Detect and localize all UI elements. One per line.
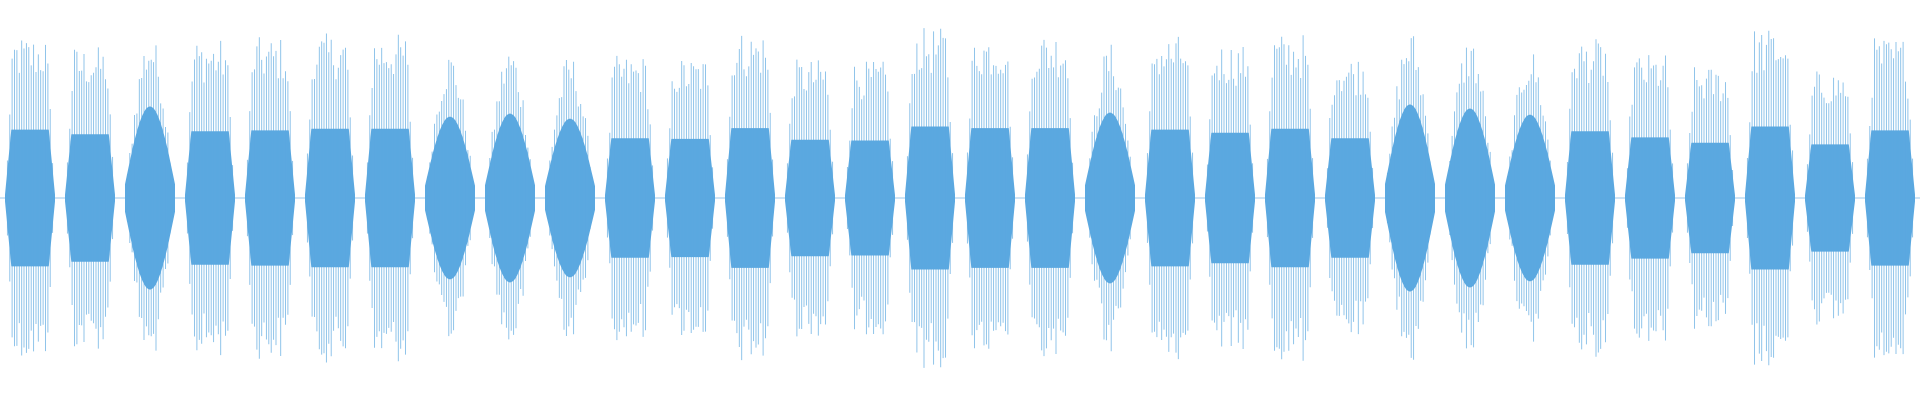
waveform-segment: [1745, 30, 1795, 366]
waveform-segment: [725, 35, 775, 361]
waveform-core: [425, 116, 475, 280]
waveform-core: [1025, 128, 1075, 268]
waveform-core: [485, 113, 535, 283]
waveform-core: [5, 129, 55, 267]
waveform-core: [1625, 137, 1675, 259]
waveform-segment: [365, 34, 415, 362]
waveform-core: [545, 118, 595, 278]
waveform-segment: [1205, 47, 1255, 349]
waveform-core: [665, 138, 715, 258]
waveform-core: [1505, 114, 1555, 282]
waveform-segment: [125, 45, 175, 351]
waveform-segment: [1385, 36, 1435, 360]
waveform-core: [305, 128, 355, 268]
waveform-segment: [1685, 67, 1735, 329]
waveform-segment: [245, 37, 295, 359]
waveform-core: [1565, 131, 1615, 265]
waveform-core: [1745, 126, 1795, 270]
waveform-segment: [905, 28, 955, 368]
waveform-core: [1685, 142, 1735, 254]
waveform-core: [1205, 132, 1255, 264]
waveform-segment: [1325, 61, 1375, 335]
waveform-core: [1445, 108, 1495, 288]
waveform-segment: [185, 40, 235, 356]
waveform-segment: [1145, 36, 1195, 360]
waveform-core: [605, 138, 655, 258]
waveform-core: [1085, 112, 1135, 284]
waveform-core: [185, 131, 235, 265]
waveform-segment: [785, 59, 835, 337]
waveform-segment: [1565, 39, 1615, 357]
waveform-segment: [305, 33, 355, 363]
waveform-segment: [605, 55, 655, 341]
waveform-segment: [1505, 54, 1555, 342]
waveform-core: [725, 128, 775, 268]
waveform-segment: [665, 61, 715, 335]
waveform-segment: [1025, 39, 1075, 357]
waveform-core: [1865, 130, 1915, 266]
waveform-core: [245, 130, 295, 266]
waveform-segment: [485, 56, 535, 340]
waveform-segment: [1625, 55, 1675, 341]
waveform-segments: [5, 28, 1915, 368]
waveform-segment: [1805, 71, 1855, 325]
waveform-segment: [1265, 35, 1315, 361]
waveform-segment: [845, 61, 895, 335]
waveform-core: [1145, 129, 1195, 267]
waveform-segment: [545, 60, 595, 336]
waveform-segment: [965, 47, 1015, 349]
waveform-core: [1805, 144, 1855, 252]
waveform-core: [65, 134, 115, 262]
waveform-segment: [1085, 44, 1135, 352]
waveform-core: [125, 106, 175, 290]
waveform-core: [1385, 104, 1435, 292]
waveform-core: [905, 126, 955, 270]
waveform-segment: [65, 47, 115, 349]
waveform-core: [785, 139, 835, 257]
waveform-core: [1265, 128, 1315, 268]
waveform-core: [845, 140, 895, 256]
waveform-segment: [5, 40, 55, 356]
waveform-core: [365, 128, 415, 268]
waveform-core: [965, 128, 1015, 268]
waveform-core: [1325, 138, 1375, 258]
waveform-segment: [1865, 38, 1915, 358]
waveform-segment: [425, 59, 475, 337]
waveform-segment: [1445, 47, 1495, 349]
